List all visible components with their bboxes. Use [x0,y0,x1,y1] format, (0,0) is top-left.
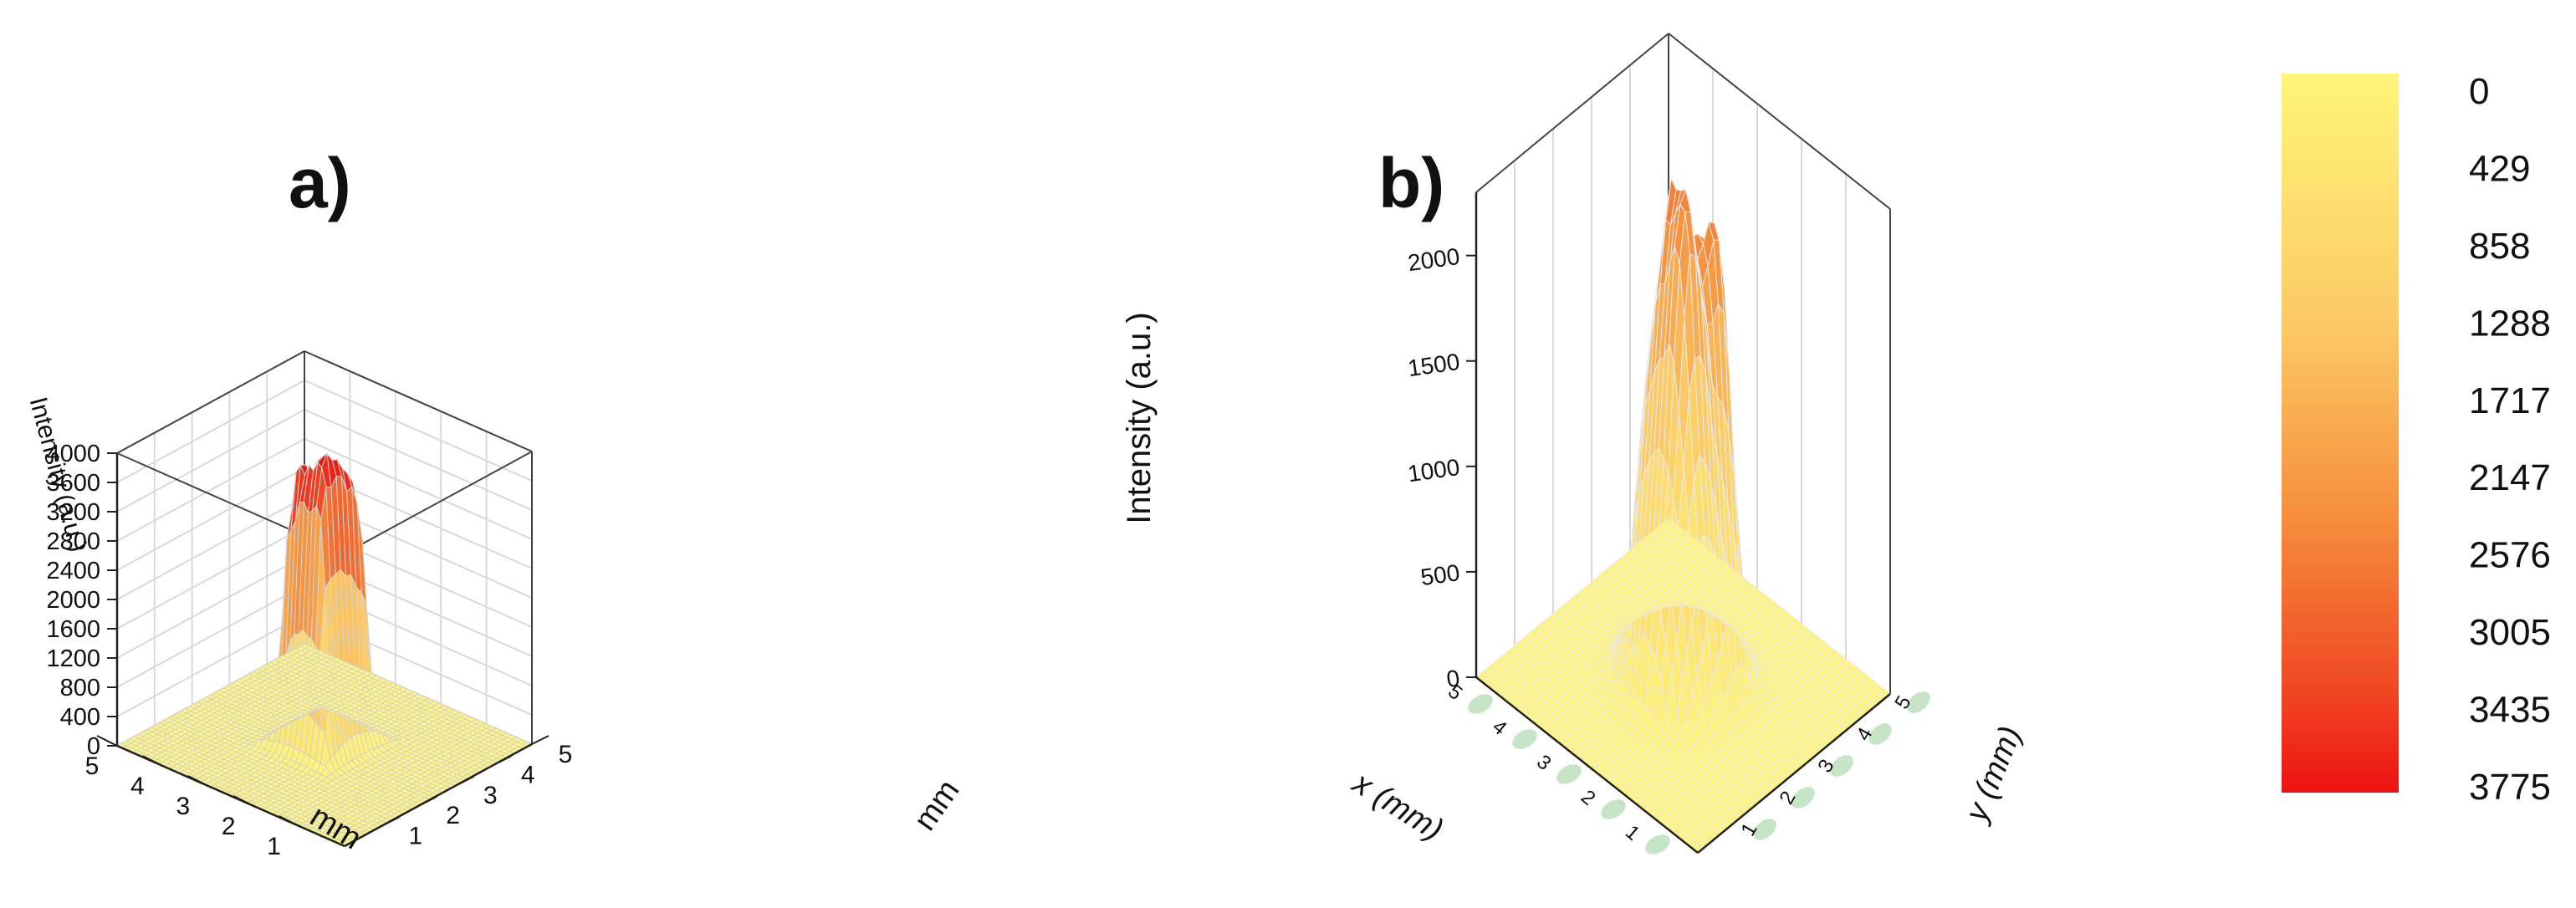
panel-b-x-tick-label: 3 [1532,751,1556,775]
panel-b-x-tick-marker [1512,729,1537,749]
panel-b-y-tick-label: 1 [1736,819,1761,840]
panel-b-z-tick-label: 2000 [1406,243,1461,276]
panel-b-frame-edge [1668,33,1891,210]
panel-b-z-tick-label: 1500 [1406,349,1461,381]
panel-b-z-axis-label: Intensity (a.u.) [1121,312,1158,523]
panel-a-x-tick [141,755,163,767]
panel-b-y-tick-label: 3 [1813,756,1838,777]
colorbar-label: 858 [2469,226,2530,267]
panel-a-y-tick-label: 4 [521,761,535,788]
panel-b-x-tick-label: 2 [1577,786,1600,810]
panel-b-label: b) [1378,144,1444,222]
colorbar-gradient [2282,74,2399,793]
panel-a-frame-edge [304,350,533,452]
panel-a-y-tick-label: 1 [408,823,422,850]
colorbar-label: 1717 [2469,380,2551,421]
panel-a-y-tick [381,816,400,827]
panel-a-y-tick [531,735,549,745]
panel-a-y-tick [419,796,437,807]
colorbar-label: 2576 [2469,535,2551,576]
panel-a-surface-cell [299,643,311,650]
panel-a-x-tick-label: 2 [222,813,236,840]
panel-a-z-tick-label: 3200 [46,499,100,526]
colorbar-labels: 0 429 858 1288 1717 2147 2576 3005 3435 3775 [2469,71,2551,808]
panel-a-z-tick-label: 400 [60,704,100,731]
panel-a-z-tick-label: 2400 [46,558,100,584]
panel-a-wall-gridline [116,349,533,454]
panel-a-x-tick [279,815,300,827]
panel-a-x-tick [96,735,118,747]
colorbar-label: 1288 [2469,303,2551,344]
panel-b-surface [1475,176,1891,854]
panel-a-z-tick-label: 1600 [46,616,100,643]
colorbar-label: 3435 [2469,690,2551,731]
panel-a-y-axis-label: mm [907,773,967,837]
colorbar-label: 3005 [2469,612,2551,653]
colorbar-label: 429 [2469,148,2530,189]
panel-a-y-tick-label: 3 [483,782,498,809]
panel-b-x-tick-marker [1645,834,1670,854]
panel-b-z-tick-label: 1000 [1406,454,1461,487]
panel-a-x-tick [233,795,254,807]
panel-a-x-tick-label: 4 [130,773,145,800]
panel-a-y-tick [456,775,474,786]
panel-b-x-tick-marker [1556,764,1582,784]
panel-a-label: a) [289,144,351,222]
panel-b-x-tick-label: 1 [1621,821,1644,845]
panel-a-z-tick-label: 0 [87,733,100,760]
colorbar-label: 0 [2469,71,2489,112]
colorbar-label: 2147 [2469,457,2551,498]
colorbar-label: 3775 [2469,767,2551,808]
colorbar: 0 429 858 1288 1717 2147 2576 3005 3435 3775 [2282,71,2551,808]
panel-a-x-tick-label: 5 [85,752,100,780]
panel-b-y-tick-label: 4 [1852,724,1877,745]
panel-b-y-tick-label: 2 [1775,788,1800,809]
panel-a-surface [115,451,534,847]
panel-b-frame-edge [1475,33,1669,193]
panel-b-y-tick-label: 5 [1890,692,1915,713]
panel-a-z-tick-label: 3600 [46,470,100,497]
panel-a-frame-edge [344,451,533,554]
panel-a-x-tick-label: 1 [267,833,281,860]
panel-a-z-tick-label: 2000 [46,587,100,614]
panel-a-x-tick-label: 3 [176,793,190,820]
panel-a-y-tick [493,755,512,766]
panel-a-x-tick [187,775,209,787]
panel-a-z-tick-label: 4000 [46,441,100,467]
panel-b-x-tick-marker [1601,799,1626,819]
panel-a-frame-edge [116,350,305,454]
panel-a-y-tick-label: 2 [446,802,460,829]
panel-a-z-tick-label: 800 [60,675,100,701]
panel-a-y-tick-label: 5 [559,741,573,768]
panel-b-x-tick-marker [1468,694,1493,714]
panel-b-x-tick-label: 4 [1488,716,1511,740]
panel-a-z-tick-label: 1200 [46,645,100,672]
panel-a-back-walls [116,349,533,846]
panel-b-z-tick-label: 500 [1419,559,1462,590]
panel-a-z-tick-label: 2800 [46,528,100,555]
panel-b-y-axis-label: y (mm) [1958,722,2028,829]
panel-b-x-axis-label: x (mm) [1345,765,1449,848]
